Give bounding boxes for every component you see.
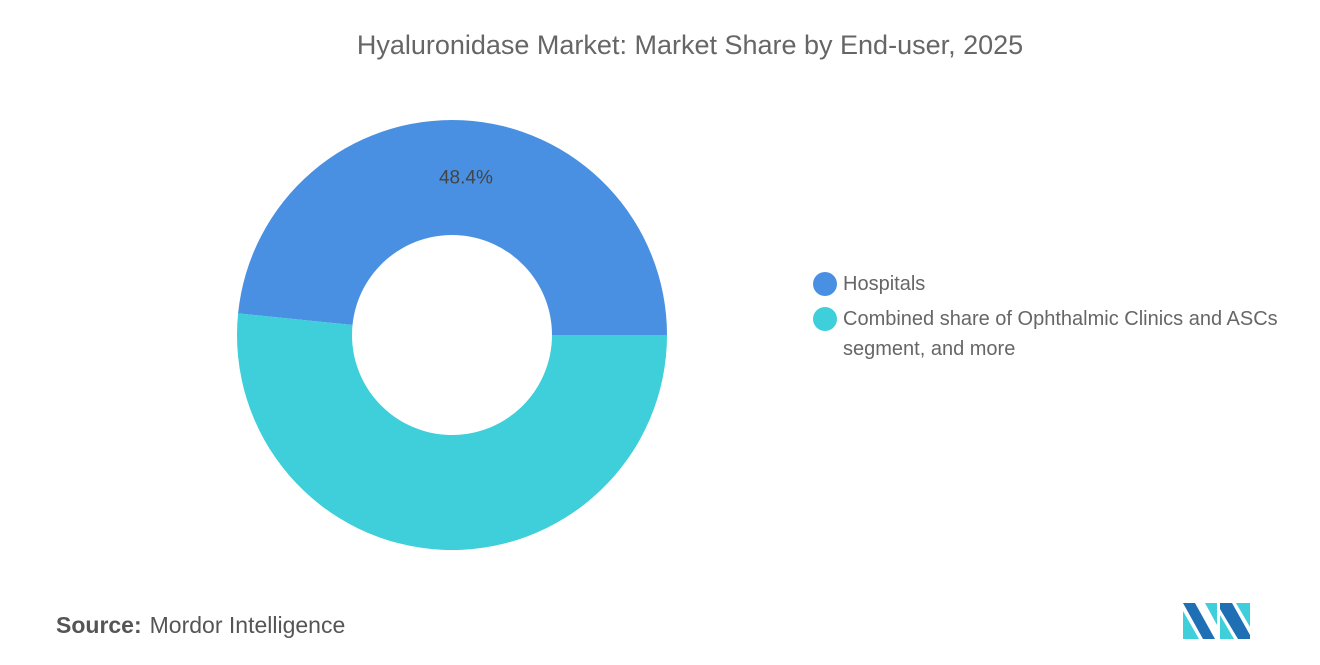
legend: Hospitals Combined share of Ophthalmic C… [813, 272, 1293, 372]
mordor-logo [1183, 603, 1250, 639]
slice-1[interactable] [237, 313, 668, 550]
slice-0[interactable] [238, 119, 668, 335]
source-note: Source: Mordor Intelligence [56, 612, 345, 639]
legend-swatch [813, 307, 837, 331]
legend-item-hospitals[interactable]: Hospitals [813, 272, 1293, 299]
source-label: Source: [56, 612, 142, 638]
legend-label: Hospitals [843, 273, 926, 295]
legend-item-combined[interactable]: Combined share of Ophthalmic Clinics and… [813, 307, 1293, 364]
chart-title: Hyaluronidase Market: Market Share by En… [356, 30, 1024, 60]
legend-swatch [813, 272, 837, 296]
source-value: Mordor Intelligence [149, 612, 346, 638]
legend-label: Combined share of Ophthalmic Clinics and… [843, 308, 1278, 360]
data-label-0: 48.4% [439, 168, 493, 189]
